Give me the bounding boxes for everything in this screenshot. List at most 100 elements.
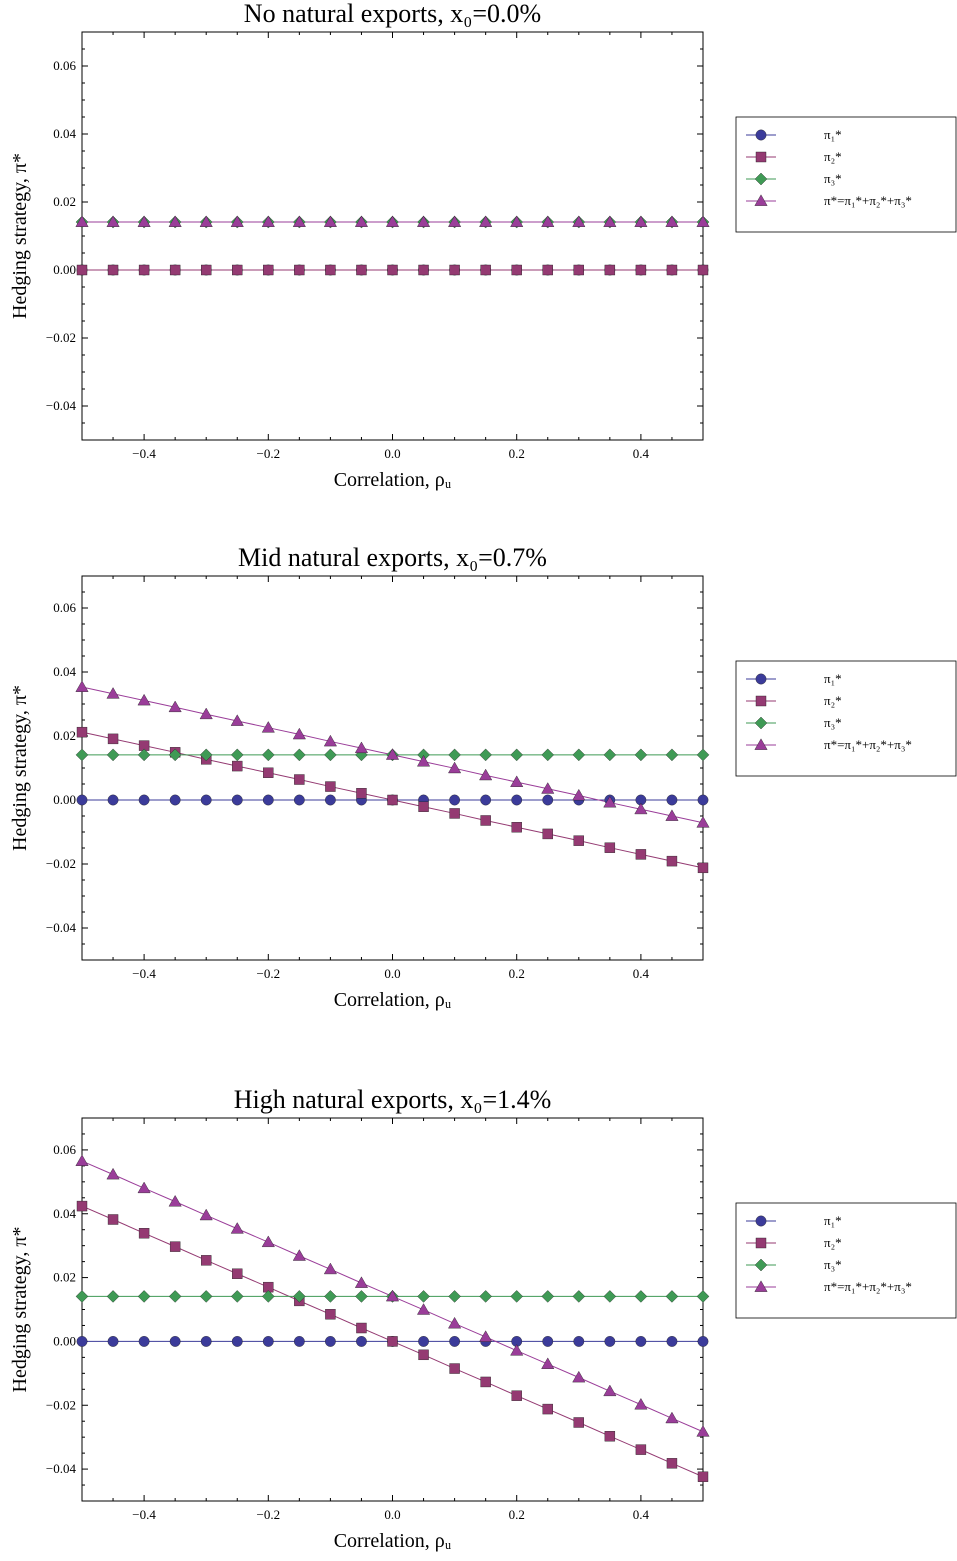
data-point-series-3 xyxy=(324,748,337,762)
data-point-series-4 xyxy=(323,1262,337,1275)
legend-entry: π₁* xyxy=(824,127,842,142)
data-point-series-2 xyxy=(480,815,491,826)
data-point-series-1 xyxy=(169,794,181,806)
data-point-series-4 xyxy=(354,741,368,754)
data-point-series-4 xyxy=(541,782,555,794)
data-point-series-1 xyxy=(107,794,119,806)
data-point-series-1 xyxy=(231,1336,243,1347)
data-point-series-3 xyxy=(603,748,617,762)
data-point-series-1 xyxy=(231,794,243,806)
legend-box xyxy=(735,116,957,233)
data-point-series-1 xyxy=(697,1336,709,1347)
legend-entry: π₃* xyxy=(824,171,842,186)
data-point-series-2 xyxy=(387,1336,398,1347)
plot-frame xyxy=(81,31,704,441)
data-point-series-3 xyxy=(137,748,151,762)
data-point-series-2 xyxy=(635,849,647,860)
data-point-series-2 xyxy=(200,1255,212,1266)
data-point-series-2 xyxy=(666,264,678,276)
data-point-series-3 xyxy=(572,748,586,762)
data-point-series-1 xyxy=(480,794,492,806)
legend-entry: π₃* xyxy=(824,1257,842,1272)
data-point-series-2 xyxy=(604,264,616,276)
x-tick-label: 0.0 xyxy=(384,446,400,461)
data-point-series-4 xyxy=(572,1370,586,1383)
data-point-series-4 xyxy=(541,215,555,227)
data-point-series-3 xyxy=(106,1290,120,1303)
data-point-series-2 xyxy=(76,726,88,738)
legend-marker xyxy=(755,129,767,141)
data-point-series-3 xyxy=(448,1290,461,1303)
data-point-series-2 xyxy=(573,835,584,846)
data-point-series-2 xyxy=(232,264,243,276)
x-tick-label: 0.0 xyxy=(384,966,400,981)
y-tick-label: 0.04 xyxy=(53,664,76,679)
data-point-series-4 xyxy=(261,1235,275,1248)
legend-marker xyxy=(755,695,767,707)
data-point-series-3 xyxy=(199,1290,213,1303)
data-point-series-2 xyxy=(232,760,243,772)
data-point-series-1 xyxy=(293,794,305,806)
data-point-series-4 xyxy=(603,1384,617,1397)
data-point-series-4 xyxy=(417,754,431,767)
y-tick-label: −0.04 xyxy=(46,1461,77,1476)
data-point-series-3 xyxy=(479,1290,492,1303)
data-point-series-2 xyxy=(200,264,212,276)
data-point-series-3 xyxy=(199,748,213,762)
data-point-series-3 xyxy=(541,1290,555,1303)
data-point-series-2 xyxy=(697,1471,709,1482)
data-point-series-4 xyxy=(448,215,462,227)
y-tick-label: −0.02 xyxy=(46,856,76,871)
data-point-series-4 xyxy=(75,680,89,692)
data-point-series-3 xyxy=(168,748,182,762)
legend-entry: π₂* xyxy=(824,149,842,164)
data-point-series-4 xyxy=(417,1303,431,1315)
data-point-series-4 xyxy=(106,215,120,227)
data-point-series-4 xyxy=(75,1154,89,1166)
data-point-series-2 xyxy=(232,1268,243,1279)
data-point-series-2 xyxy=(387,794,398,806)
x-tick-label: −0.4 xyxy=(132,1507,156,1522)
data-point-series-3 xyxy=(665,748,679,762)
data-point-series-4 xyxy=(230,714,244,726)
y-tick-label: 0.06 xyxy=(53,58,76,73)
data-point-series-4 xyxy=(199,1208,213,1221)
data-point-series-1 xyxy=(573,1336,585,1347)
data-point-series-1 xyxy=(418,1336,429,1347)
data-point-series-1 xyxy=(604,1336,616,1347)
data-point-series-4 xyxy=(385,1289,400,1302)
data-point-series-2 xyxy=(107,1214,119,1225)
data-point-series-4 xyxy=(510,215,524,227)
data-point-series-4 xyxy=(665,215,679,227)
legend-entry: π₂* xyxy=(824,693,842,708)
data-point-series-4 xyxy=(292,215,306,227)
data-point-series-1 xyxy=(542,794,554,806)
data-point-series-2 xyxy=(356,788,367,799)
data-point-series-1 xyxy=(76,794,88,806)
data-point-series-3 xyxy=(106,748,120,762)
y-tick-label: 0.00 xyxy=(53,262,76,277)
data-point-series-3 xyxy=(603,1290,617,1303)
data-point-series-4 xyxy=(479,1330,493,1342)
data-point-series-4 xyxy=(292,1249,306,1261)
data-point-series-3 xyxy=(696,1290,710,1303)
data-point-series-2 xyxy=(635,264,647,276)
data-point-series-2 xyxy=(107,733,119,745)
data-point-series-2 xyxy=(138,264,150,276)
data-point-series-3 xyxy=(665,1290,679,1303)
x-tick-label: 0.4 xyxy=(633,446,650,461)
legend-entry: π₁* xyxy=(824,671,842,686)
data-point-series-2 xyxy=(263,767,274,778)
data-point-series-2 xyxy=(169,1241,181,1252)
data-point-series-3 xyxy=(324,1290,337,1303)
data-point-series-2 xyxy=(697,862,709,874)
data-point-series-1 xyxy=(76,1336,88,1347)
legend-marker xyxy=(755,1237,767,1249)
data-point-series-3 xyxy=(230,1290,244,1303)
data-point-series-1 xyxy=(138,794,150,806)
data-point-series-3 xyxy=(510,1290,523,1303)
legend-marker xyxy=(755,673,767,685)
data-point-series-1 xyxy=(697,794,709,806)
data-point-series-1 xyxy=(200,794,212,806)
